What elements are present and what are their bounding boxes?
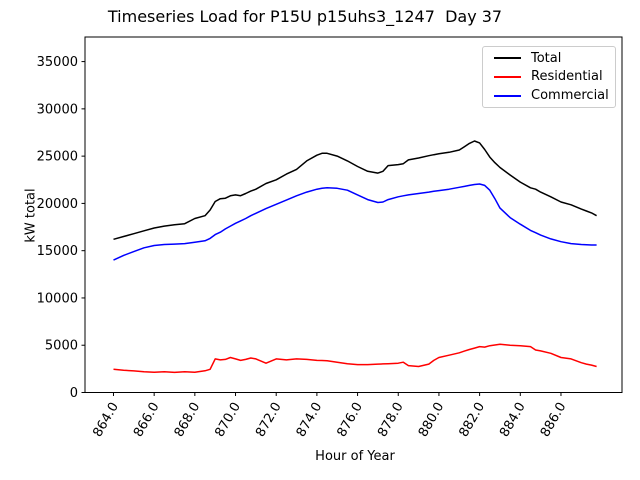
legend-line-sample-total — [494, 57, 521, 60]
x-tick-label: 872.0 — [253, 400, 285, 440]
legend-label-residential: Residential — [531, 69, 603, 85]
y-tick-label: 25000 — [37, 150, 78, 165]
x-tick-label: 876.0 — [334, 400, 366, 440]
series-line-residential — [113, 343, 597, 374]
x-tick-label: 870.0 — [212, 400, 244, 440]
legend-item-total: Total — [483, 52, 615, 65]
y-tick-label: 30000 — [37, 102, 78, 117]
y-tick-label: 5000 — [45, 339, 78, 354]
legend-line-sample-residential — [494, 75, 521, 78]
x-tick-label: 884.0 — [497, 400, 529, 440]
y-axis-label: kW total — [23, 188, 39, 243]
y-tick-label: 35000 — [37, 55, 78, 70]
x-tick-label: 866.0 — [131, 400, 163, 440]
y-tick-label: 20000 — [37, 197, 78, 212]
legend-label-total: Total — [531, 50, 562, 66]
x-tick-label: 880.0 — [416, 400, 448, 440]
chart-title: Timeseries Load for P15U p15uhs3_1247 Da… — [107, 7, 503, 26]
x-tick-label: 868.0 — [172, 400, 204, 440]
x-axis-label: Hour of Year — [315, 449, 395, 464]
x-tick-label: 878.0 — [375, 400, 407, 440]
x-tick-label: 886.0 — [538, 400, 570, 440]
y-tick-label: 0 — [70, 386, 78, 401]
x-tick-label: 882.0 — [456, 400, 488, 440]
axes-frame — [84, 36, 623, 393]
legend-item-commercial: Commercial — [483, 89, 615, 102]
y-tick-label: 10000 — [37, 291, 78, 306]
legend: Total Residential Commercial — [482, 46, 616, 108]
y-tick-label: 15000 — [37, 244, 78, 259]
legend-item-residential: Residential — [483, 70, 615, 83]
legend-line-sample-commercial — [494, 94, 521, 97]
legend-label-commercial: Commercial — [531, 88, 609, 104]
series-line-total — [113, 140, 597, 241]
x-tick-label: 864.0 — [90, 400, 122, 440]
series-line-commercial — [113, 183, 597, 261]
x-tick-label: 874.0 — [294, 400, 326, 440]
